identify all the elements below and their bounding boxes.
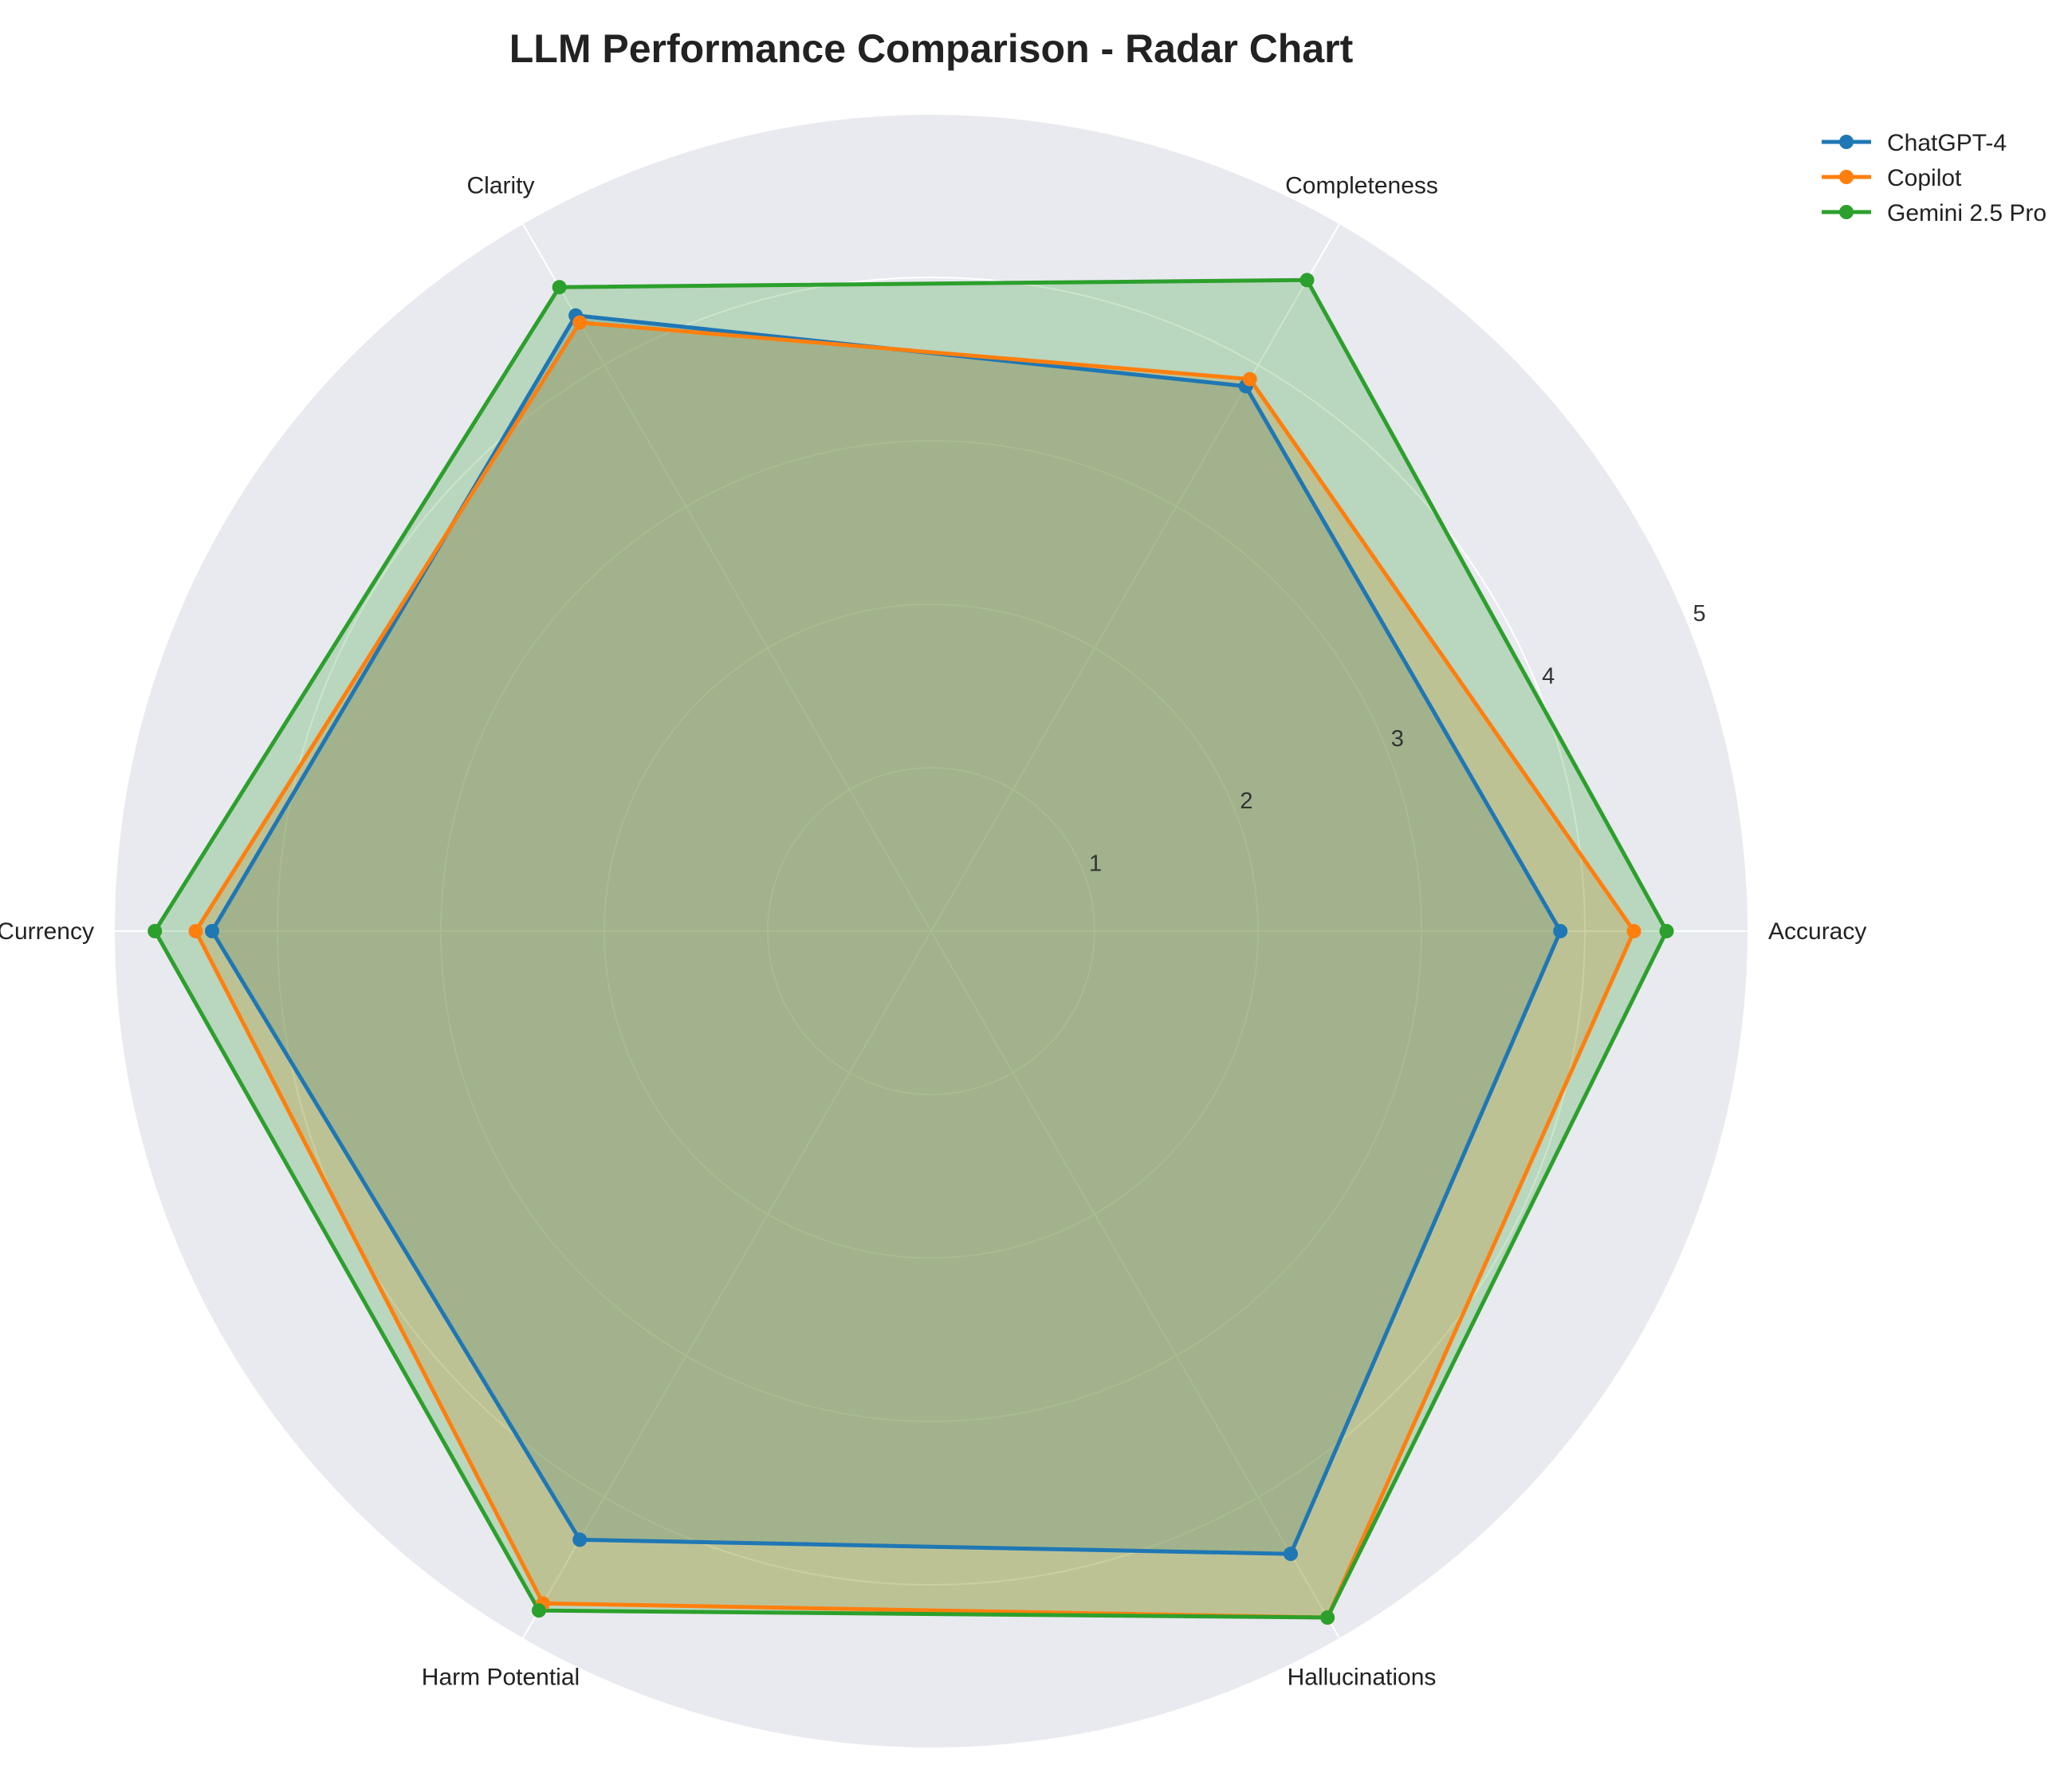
legend: ChatGPT-4 Copilot Gemini 2.5 Pro xyxy=(1822,130,2046,226)
r-tick-label: 4 xyxy=(1542,663,1555,689)
grid-spoke xyxy=(930,930,1341,1640)
series-area xyxy=(212,315,1561,1555)
legend-marker xyxy=(1839,135,1854,149)
r-tick-label: 5 xyxy=(1693,601,1706,627)
tick-labels: 1 2 3 4 5 xyxy=(1089,601,1706,877)
series-area xyxy=(195,322,1634,1618)
grid-spoke xyxy=(521,222,932,932)
legend-label: ChatGPT-4 xyxy=(1887,130,2007,156)
data-point xyxy=(1320,1610,1335,1625)
data-point xyxy=(188,924,203,938)
data-point xyxy=(1626,924,1641,938)
data-point xyxy=(552,280,567,295)
axis-label: Hallucinations xyxy=(1288,1664,1437,1690)
data-point xyxy=(572,315,588,330)
data-point xyxy=(147,924,163,938)
grid-spoke xyxy=(521,930,932,1640)
r-tick-label: 2 xyxy=(1240,788,1252,814)
legend-marker xyxy=(1839,170,1854,184)
grid-spokes xyxy=(114,222,1748,1640)
data-point xyxy=(1284,1547,1298,1562)
axis-label: Accuracy xyxy=(1768,918,1866,945)
series-area xyxy=(155,280,1667,1618)
axis-label: Completeness xyxy=(1285,173,1438,199)
axis-labels: Accuracy Completeness Clarity Currency Harm … xyxy=(0,173,1866,1691)
data-point xyxy=(1553,924,1568,938)
r-tick-label: 3 xyxy=(1391,726,1404,752)
series-areas xyxy=(155,280,1667,1618)
grid-spoke xyxy=(930,222,1341,932)
series-points xyxy=(147,273,1674,1625)
axis-label: Harm Potential xyxy=(422,1664,580,1690)
data-point xyxy=(1242,371,1257,387)
data-point xyxy=(1659,924,1674,938)
legend-label: Copilot xyxy=(1887,165,1962,191)
data-point xyxy=(1299,273,1315,288)
data-point xyxy=(572,1532,588,1547)
r-tick-label: 1 xyxy=(1089,851,1102,877)
axis-label: Clarity xyxy=(466,173,534,199)
data-point xyxy=(205,924,219,938)
data-point xyxy=(532,1603,546,1618)
legend-marker xyxy=(1839,205,1854,219)
axis-label: Currency xyxy=(0,918,94,945)
legend-label: Gemini 2.5 Pro xyxy=(1887,200,2046,226)
chart-title: LLM Performance Comparison - Radar Chart xyxy=(509,26,1354,71)
